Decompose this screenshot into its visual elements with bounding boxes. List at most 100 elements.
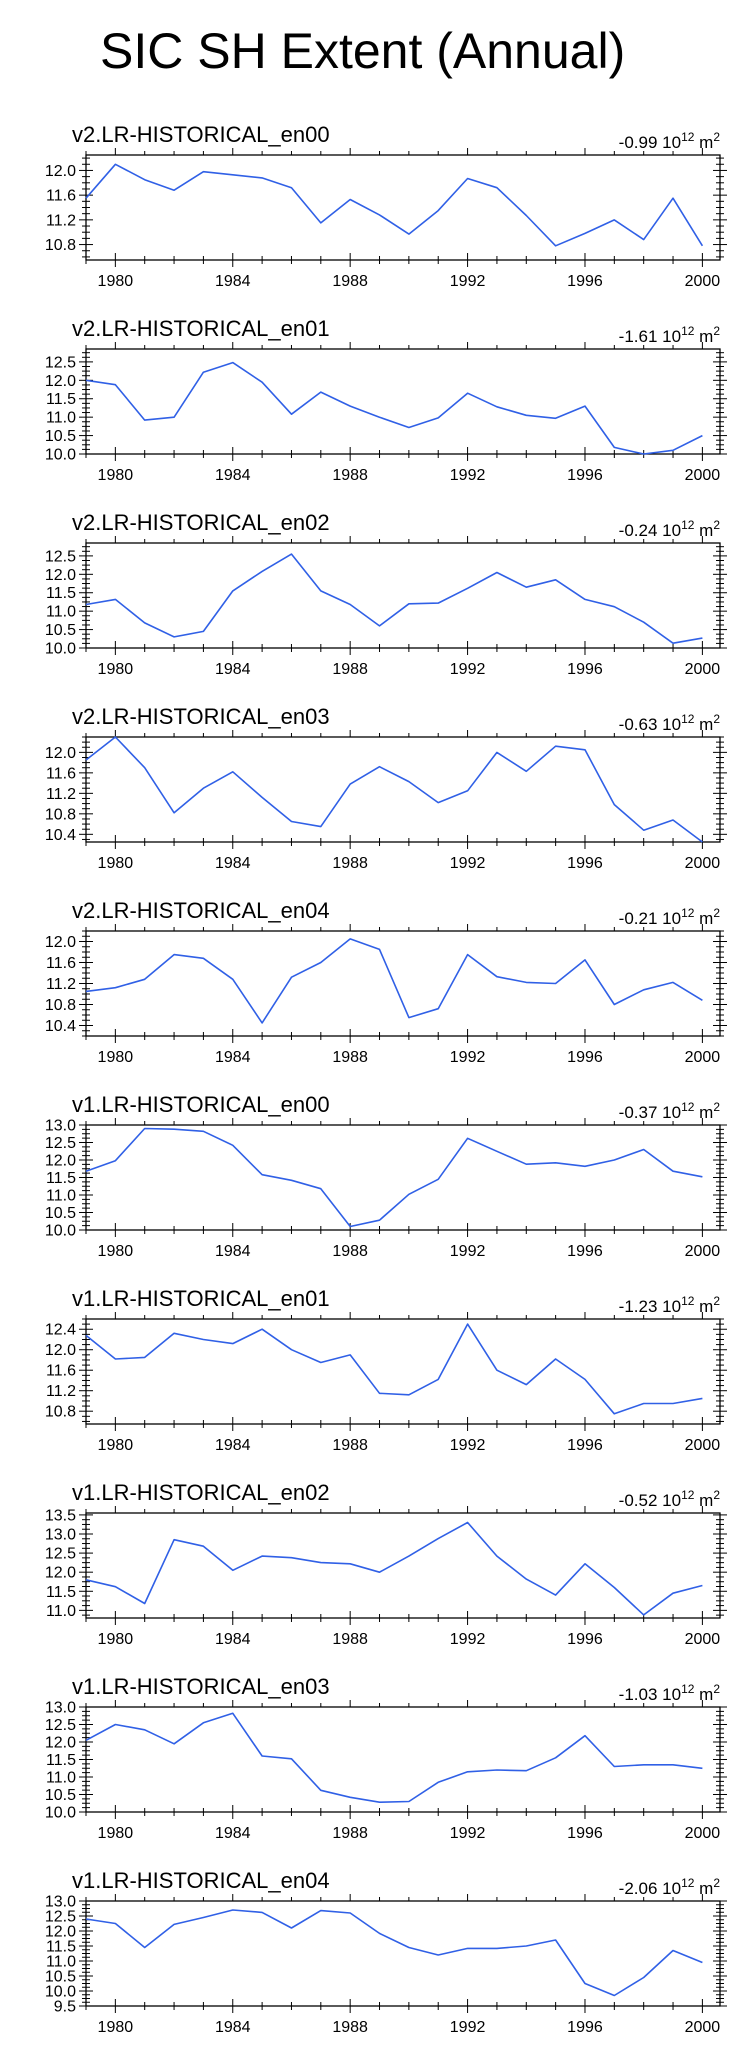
panel-title: v1.LR-HISTORICAL_en03	[72, 1674, 330, 1699]
chart-panel: v1.LR-HISTORICAL_en03 -1.03 1012 m2 10.010…	[45, 1674, 727, 1842]
plot-frame	[85, 1512, 721, 1619]
y-tick-label: 13.5	[45, 1507, 76, 1524]
y-tick-label: 11.0	[46, 410, 76, 427]
x-tick-label: 1988	[332, 2019, 368, 2036]
y-tick-label: 10.8	[45, 1404, 76, 1421]
y-tick-label: 12.0	[45, 1153, 76, 1170]
trend-value: -0.37 10	[619, 1103, 681, 1122]
panel-title: v2.LR-HISTORICAL_en04	[72, 898, 330, 923]
plot-frame	[85, 736, 721, 843]
x-tick-label: 1996	[567, 855, 603, 872]
x-tick-label: 1988	[332, 467, 368, 484]
panel-title: v2.LR-HISTORICAL_en02	[72, 510, 330, 535]
x-tick-label: 1992	[450, 855, 486, 872]
y-tick-label: 10.5	[45, 428, 76, 445]
series-line	[85, 361, 703, 455]
panel-title: v1.LR-HISTORICAL_en01	[72, 1286, 330, 1311]
y-tick-label: 11.0	[46, 1954, 76, 1971]
y-tick-label: 11.5	[46, 1170, 76, 1187]
panel-title: v2.LR-HISTORICAL_en03	[72, 704, 330, 729]
x-tick-label: 2000	[685, 1437, 721, 1454]
y-tick-label: 10.0	[45, 1805, 76, 1822]
trend-value: -0.24 10	[619, 521, 681, 540]
x-tick-label: 1980	[98, 1825, 134, 1842]
chart-panel: v1.LR-HISTORICAL_en01 -1.23 1012 m2 10.8 11…	[45, 1286, 727, 1454]
x-tick-label: 1996	[567, 467, 603, 484]
y-tick-label: 10.5	[45, 1969, 76, 1986]
x-tick-label: 1996	[567, 661, 603, 678]
plot-frame	[85, 930, 721, 1037]
y-tick-label: 11.6	[46, 765, 76, 782]
trend-label: -2.06 1012 m2	[619, 1876, 721, 1898]
x-tick-label: 1984	[215, 1825, 251, 1842]
x-tick-label: 1984	[215, 1049, 251, 1066]
x-tick-label: 1984	[215, 2019, 251, 2036]
trend-unit: m	[694, 1103, 713, 1122]
trend-unit: m	[694, 327, 713, 346]
plot-frame	[85, 1124, 721, 1231]
x-tick-label: 1984	[215, 1243, 251, 1260]
x-tick-label: 1992	[450, 2019, 486, 2036]
y-tick-label: 11.0	[46, 604, 76, 621]
y-tick-label: 13.0	[45, 1118, 76, 1135]
y-tick-label: 12.0	[45, 1342, 76, 1359]
trend-value: -0.63 10	[619, 715, 681, 734]
x-tick-label: 1980	[98, 273, 134, 290]
trend-exponent: 12	[681, 1488, 695, 1502]
y-tick-label: 11.0	[46, 1188, 76, 1205]
x-tick-label: 1988	[332, 273, 368, 290]
y-tick-label: 12.0	[45, 1735, 76, 1752]
y-tick-label: 11.5	[46, 1752, 76, 1769]
y-tick-label: 12.5	[45, 1717, 76, 1734]
x-tick-label: 1996	[567, 1243, 603, 1260]
x-tick-label: 1984	[215, 273, 251, 290]
series-line	[85, 736, 703, 843]
x-tick-label: 1984	[215, 467, 251, 484]
trend-label: -1.23 1012 m2	[619, 1294, 721, 1316]
x-tick-label: 1988	[332, 1049, 368, 1066]
y-tick-label: 12.5	[45, 1135, 76, 1152]
x-tick-label: 1980	[98, 855, 134, 872]
y-tick-label: 11.2	[46, 1383, 76, 1400]
x-tick-label: 1980	[98, 2019, 134, 2036]
trend-exponent: 12	[681, 324, 695, 338]
trend-unit-exponent: 2	[713, 906, 720, 920]
trend-exponent: 12	[681, 1100, 695, 1114]
x-tick-label: 2000	[685, 467, 721, 484]
y-tick-label: 10.8	[45, 806, 76, 823]
y-tick-label: 12.0	[45, 745, 76, 762]
trend-exponent: 12	[681, 1294, 695, 1308]
x-tick-label: 1996	[567, 1825, 603, 1842]
y-tick-label: 10.0	[45, 1223, 76, 1240]
x-tick-label: 2000	[685, 1243, 721, 1260]
page-title: SIC SH Extent (Annual)	[100, 23, 626, 79]
x-tick-label: 1992	[450, 1437, 486, 1454]
series-line	[85, 1909, 703, 1997]
trend-unit-exponent: 2	[713, 130, 720, 144]
x-tick-label: 1996	[567, 1049, 603, 1066]
y-tick-label: 12.5	[45, 354, 76, 371]
x-tick-label: 2000	[685, 1631, 721, 1648]
x-tick-label: 1996	[567, 1631, 603, 1648]
panel-title: v2.LR-HISTORICAL_en01	[72, 316, 330, 341]
y-tick-label: 12.4	[45, 1322, 76, 1339]
series-line	[85, 938, 703, 1024]
y-tick-label: 12.0	[45, 163, 76, 180]
y-tick-label: 10.5	[45, 622, 76, 639]
chart-panel: v1.LR-HISTORICAL_en02 -0.52 1012 m2 11.0 11…	[45, 1480, 727, 1648]
y-tick-label: 10.8	[45, 237, 76, 254]
x-tick-label: 2000	[685, 1049, 721, 1066]
trend-unit-exponent: 2	[713, 1682, 720, 1696]
y-tick-label: 10.0	[45, 1984, 76, 2001]
x-tick-label: 1984	[215, 1437, 251, 1454]
x-tick-label: 1996	[567, 2019, 603, 2036]
trend-unit: m	[694, 1297, 713, 1316]
x-tick-label: 1992	[450, 661, 486, 678]
x-tick-label: 2000	[685, 1825, 721, 1842]
trend-unit: m	[694, 1879, 713, 1898]
trend-exponent: 12	[681, 712, 695, 726]
x-tick-label: 1980	[98, 661, 134, 678]
trend-exponent: 12	[681, 1682, 695, 1696]
trend-value: -0.21 10	[619, 909, 681, 928]
panel-title: v1.LR-HISTORICAL_en00	[72, 1092, 330, 1117]
